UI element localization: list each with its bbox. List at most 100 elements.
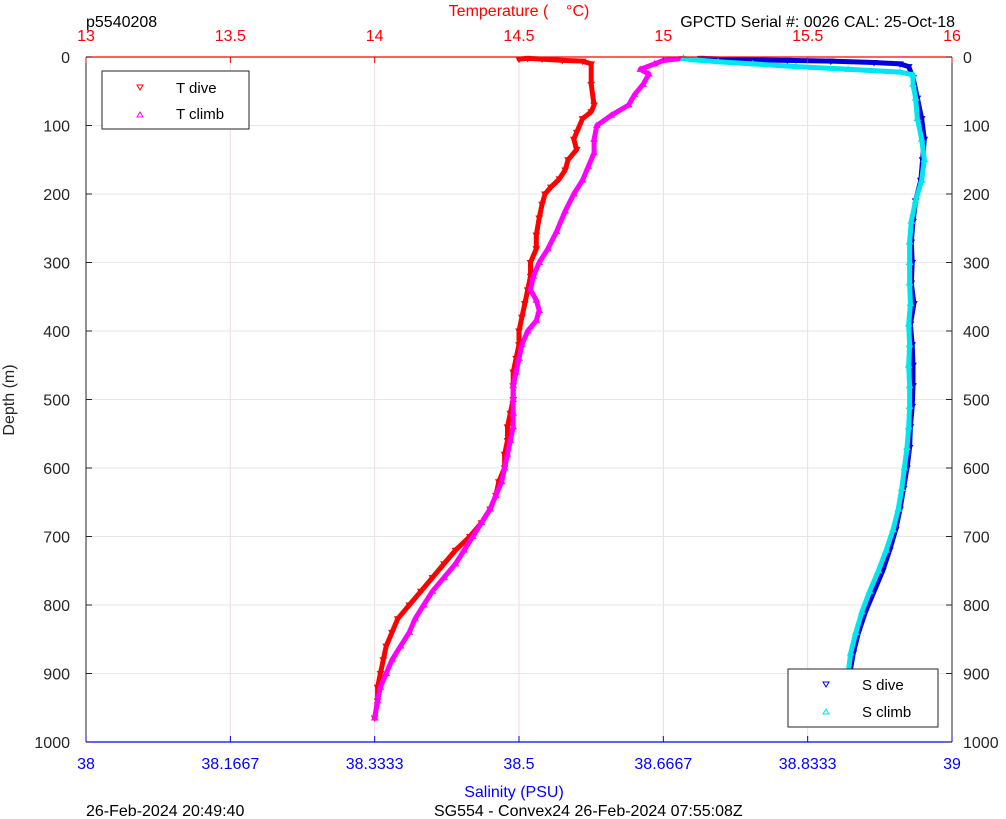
t-climb-point	[500, 464, 509, 471]
t-climb-point	[440, 573, 448, 581]
t-dive-point	[587, 61, 596, 68]
t-climb-point	[376, 683, 385, 690]
depth-tick-label-left: 900	[43, 667, 70, 684]
t-climb-point	[561, 207, 570, 214]
t-climb-point	[526, 285, 535, 293]
depth-tick-label-left: 600	[43, 461, 70, 478]
s-climb-point	[905, 402, 914, 409]
temperature-legend: T dive T climb	[101, 70, 250, 130]
depth-tick-label-left: 700	[43, 530, 70, 547]
s-climb-point	[858, 607, 866, 615]
t-dive-point	[546, 184, 555, 192]
depth-tick-label-right: 300	[963, 256, 990, 273]
depth-axis-label: Depth (m)	[1, 364, 18, 435]
t-climb-point	[373, 696, 382, 704]
temperature-tick-label: 15.5	[792, 28, 823, 45]
s-dive-point	[904, 64, 913, 71]
temperature-tick-label: 14.5	[503, 28, 534, 45]
t-dive-point	[405, 602, 414, 609]
t-dive-point	[515, 328, 523, 335]
depth-tick-label-right: 700	[963, 530, 990, 547]
t-dive-point	[520, 301, 529, 308]
temperature-tick-label: 13	[77, 28, 95, 45]
s-dive-point	[783, 57, 792, 65]
s-climb-point	[889, 525, 897, 533]
s-climb-point	[896, 68, 904, 75]
s-dive-trace	[698, 55, 927, 721]
s-climb-point	[917, 176, 926, 183]
s-climb-point	[911, 196, 920, 204]
t-climb-point	[370, 714, 379, 721]
s-dive-legend-marker	[822, 681, 830, 688]
depth-tick-label-right: 1000	[963, 735, 999, 752]
t-climb-point	[532, 316, 541, 324]
depth-tick-label-right: 800	[963, 598, 990, 615]
s-climb-point	[904, 320, 913, 327]
t-dive-point	[518, 314, 526, 322]
salinity-tick-label: 38.3333	[346, 756, 404, 773]
depth-tick-label-right: 100	[963, 119, 990, 136]
t-dive-point	[587, 109, 596, 116]
t-dive-point	[564, 157, 572, 164]
s-climb-point	[909, 70, 917, 78]
s-climb-point	[904, 422, 913, 430]
s-climb-point	[905, 279, 914, 286]
t-climb-point	[636, 65, 645, 72]
salinity-tick-label: 38.5	[503, 756, 534, 773]
salinity-tick-label: 38.6667	[634, 756, 692, 773]
depth-tick-label-right: 500	[963, 393, 990, 410]
t-climb-point	[509, 409, 518, 416]
s-dive-legend-label: S dive	[862, 677, 904, 694]
depth-tick-label-right: 900	[963, 667, 990, 684]
grid	[86, 57, 952, 742]
t-climb-point	[543, 244, 552, 252]
plot-timestamp: 26-Feb-2024 20:49:40	[86, 803, 244, 819]
t-dive-point	[532, 232, 541, 240]
s-climb-point	[897, 484, 906, 492]
t-dive-point	[572, 129, 581, 137]
temperature-axis-label: Temperature ( °C)	[449, 3, 590, 20]
t-climb-point	[645, 70, 653, 77]
t-dive-point	[393, 616, 402, 623]
s-climb-point	[865, 587, 874, 594]
t-climb-point	[552, 227, 561, 235]
t-climb-point	[639, 80, 648, 87]
t-climb-point	[388, 655, 396, 663]
t-dive-legend-marker	[136, 84, 144, 91]
depth-tick-label-left: 100	[43, 119, 70, 136]
t-climb-point	[509, 381, 518, 389]
s-climb-point	[907, 217, 916, 224]
s-climb-point	[917, 135, 926, 142]
depth-tick-label-right: 600	[963, 461, 990, 478]
s-climb-point	[905, 381, 914, 389]
t-dive-point	[416, 588, 425, 596]
depth-tick-label-right: 0	[963, 50, 972, 67]
s-climb-point	[688, 55, 697, 63]
s-dive-series	[696, 55, 929, 722]
s-climb-point	[679, 54, 688, 61]
t-dive-point	[388, 629, 396, 637]
t-dive-point	[523, 55, 532, 63]
t-climb-point	[477, 518, 486, 526]
t-climb-point	[503, 450, 512, 457]
s-climb-point	[714, 57, 723, 65]
t-dive-trace	[372, 55, 597, 721]
depth-tick-label-left: 200	[43, 187, 70, 204]
profile-id: p5540208	[86, 14, 157, 31]
depth-tick-label-left: 400	[43, 324, 70, 341]
s-climb-point	[905, 340, 914, 348]
s-dive-point	[878, 568, 887, 575]
t-climb-point	[451, 559, 460, 567]
t-climb-point	[419, 601, 428, 608]
t-dive-point	[428, 575, 437, 582]
t-climb-point	[578, 176, 587, 183]
s-climb-point	[894, 505, 903, 512]
t-dive-point	[532, 246, 541, 253]
t-climb-point	[492, 491, 500, 498]
t-climb-point	[593, 121, 601, 128]
temperature-legend-box	[101, 70, 250, 130]
salinity-legend-box	[787, 668, 939, 728]
t-dive-point	[538, 201, 546, 209]
s-climb-point	[851, 628, 860, 635]
